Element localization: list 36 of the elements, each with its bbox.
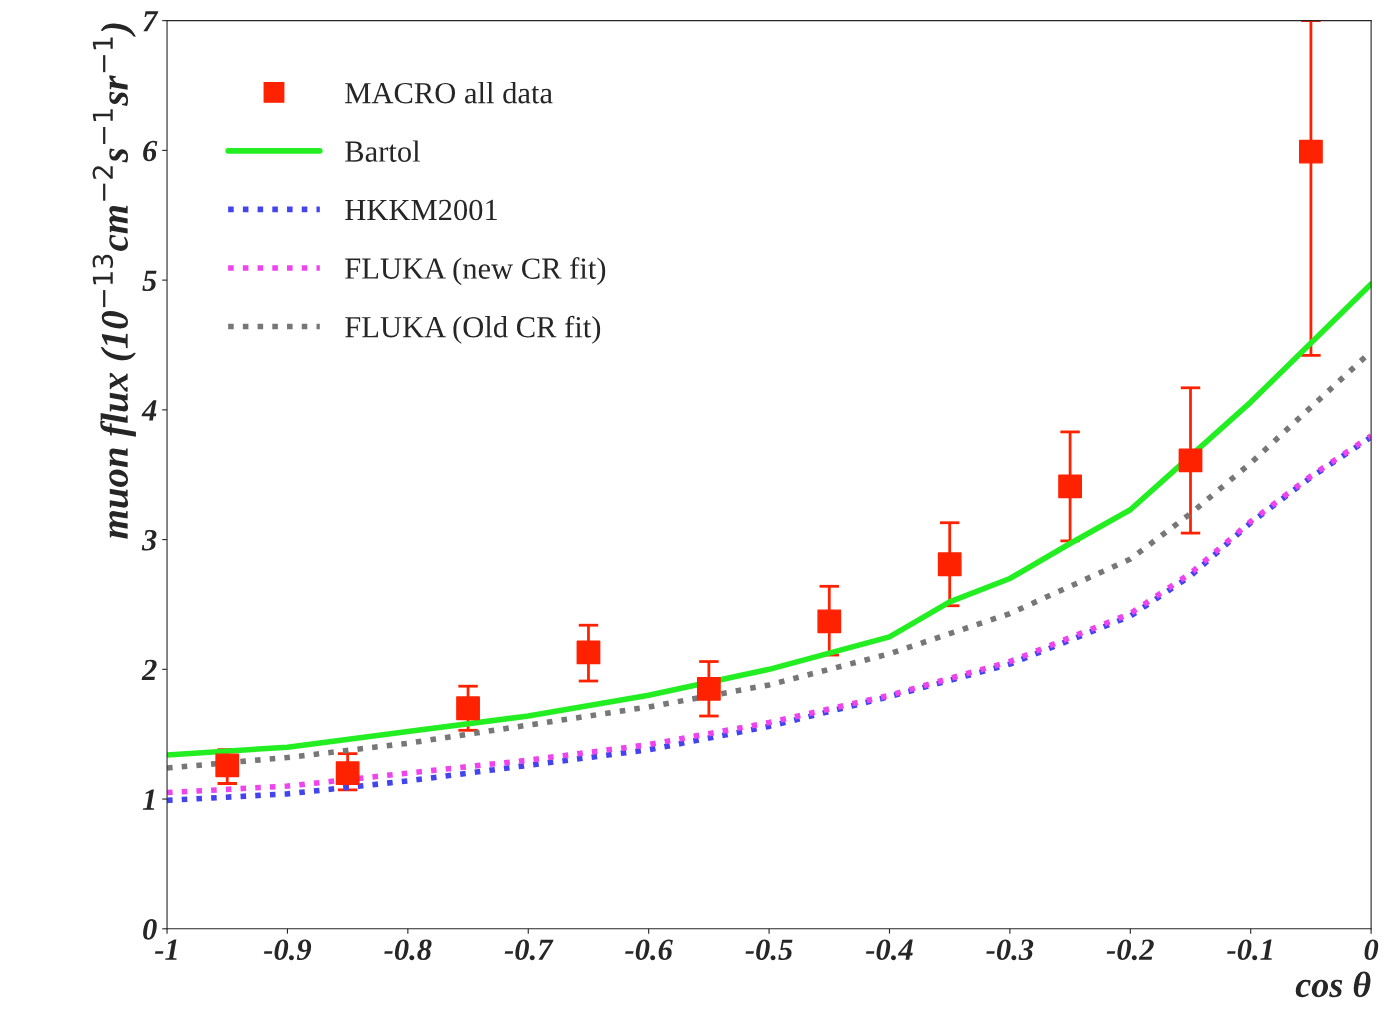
- y-tick-label: 4: [141, 400, 157, 421]
- x-axis-title: cos θ: [1295, 971, 1371, 998]
- point: [1058, 474, 1082, 499]
- legend-label: MACRO all data: [345, 81, 553, 104]
- point: [937, 552, 962, 577]
- y-tick-label: 2: [141, 659, 157, 680]
- point: [817, 609, 842, 634]
- x-tick-label: -0.3: [986, 939, 1034, 961]
- x-tick-label: -0.1: [1227, 939, 1272, 961]
- point: [215, 753, 240, 778]
- x-tick-label: -0.2: [1106, 939, 1154, 961]
- y-tick-label: 6: [143, 140, 158, 162]
- x-tick-label: 0: [1364, 939, 1379, 961]
- point: [456, 696, 480, 721]
- point: [696, 676, 721, 701]
- x-tick-label: -1: [154, 939, 177, 960]
- text: muon flux (10$^{−13}$cm$^{−2}$s$^{−1}$sr$^{−1}$): [92, 23, 136, 539]
- x-tick-label: -0.6: [625, 939, 673, 961]
- point: [1299, 139, 1323, 164]
- point: [335, 761, 360, 786]
- y-tick-label: 7: [143, 11, 159, 32]
- y-tick-label: 1: [142, 789, 155, 810]
- x-tick-label: -0.8: [384, 939, 432, 961]
- x-tick-label: -0.5: [745, 939, 793, 961]
- y-tick-label: 3: [141, 529, 157, 551]
- y-tick-label: 5: [142, 270, 157, 292]
- legend-label: HKKM2001: [345, 199, 497, 221]
- y-tick-label: 0: [143, 919, 157, 940]
- point: [576, 640, 601, 665]
- x-tick-label: -0.7: [504, 939, 554, 961]
- legend-label: FLUKA (Old CR fit): [345, 315, 601, 344]
- legend-label: Bartol: [345, 140, 421, 162]
- x-tick-label: -0.9: [263, 939, 312, 961]
- legend-label: FLUKA (new CR fit): [345, 257, 606, 286]
- x-tick-label: -0.4: [865, 939, 913, 961]
- point: [1178, 448, 1203, 473]
